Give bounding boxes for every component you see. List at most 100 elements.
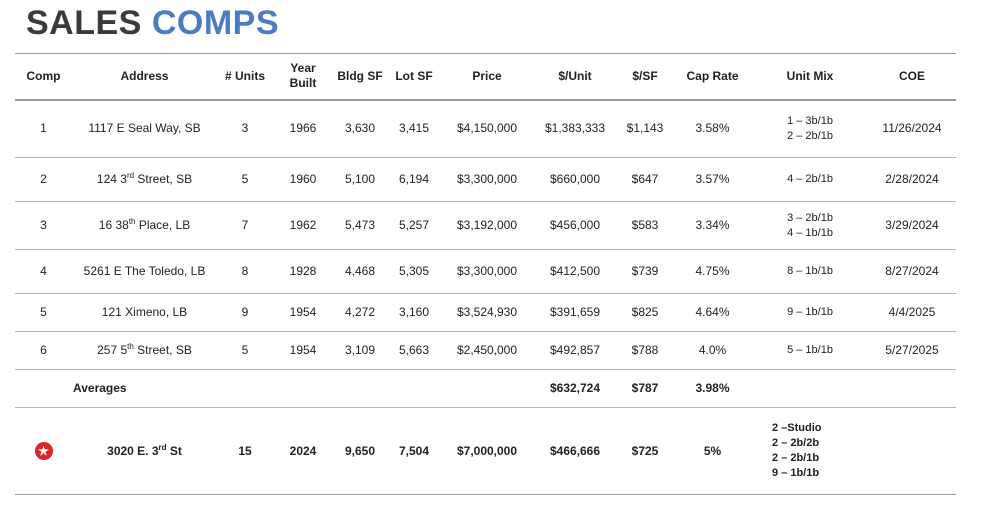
address-cell: 16 38th Place, LB [72,202,217,250]
units-cell: 7 [241,218,249,232]
bldg-sf-cell: 4,272 [344,305,376,319]
lot-sf-cell: 6,194 [398,172,430,186]
unit-mix-cell: 1 – 3b/1b 2 – 2b/1b [752,100,868,158]
empty-cell [868,408,956,495]
price-per-unit-cell: $492,857 [549,343,601,357]
year-built-cell: 2024 [289,443,317,458]
price-per-unit-cell: $660,000 [549,172,601,186]
table-row: 4 5261 E The Toledo, LB 8 1928 4,468 5,305 $3,… [15,250,956,294]
units-cell: 3 [241,121,249,136]
units-cell: 8 [241,264,249,278]
header-cell: Cap Rate [686,68,739,83]
comp-number-cell: 4 [40,264,47,278]
header-cell: Year Built [289,61,317,91]
price-per-unit-cell: $412,500 [549,264,601,278]
subject-property-row: ★ 3020 E. 3rd St 15 2024 9,650 7,504 $7,000,00… [15,408,956,495]
subject-marker-cell: ★ [15,408,72,495]
unit-mix-line: 4 – 2b/1b [787,173,833,185]
header-cell: Price [472,68,502,83]
coe-cell: 4/4/2025 [888,305,936,319]
unit-mix-line: 9 – 1b/1b [787,306,833,318]
cap-rate-cell: 4.64% [695,305,730,319]
lot-sf-cell: 3,160 [398,305,430,319]
address-suffix: St [166,443,182,458]
address-text: 124 3 [96,172,127,186]
bldg-sf-cell: 3,630 [344,121,376,136]
coe-cell: 2/28/2024 [885,172,939,186]
unit-mix-line: 9 – 1b/1b [772,467,820,479]
lot-sf-cell: 3,415 [398,121,430,136]
empty-cell [752,370,868,408]
table-row: 3 16 38th Place, LB 7 1962 5,473 5,257 $3,192,… [15,202,956,250]
star-icon: ★ [34,442,53,460]
header-cell: Comp [26,68,61,83]
header-cell: $/Unit [558,68,592,83]
units-cell: 5 [241,172,249,186]
unit-mix-cell: 5 – 1b/1b [752,332,868,370]
cap-rate-cell: 4.0% [698,343,727,357]
address-ordinal: th [128,217,136,226]
header-row: Comp Address # Units Year Built Bldg SF … [15,53,956,100]
price-per-unit-cell: $466,666 [549,443,601,458]
price-per-sf-cell: $739 [631,264,659,278]
coe-cell: 5/27/2025 [885,343,939,357]
cap-rate-cell: 5% [703,443,722,458]
bldg-sf-cell: 4,468 [344,264,376,278]
table-row: 1 1117 E Seal Way, SB 3 1966 3,630 3,415 $4,15… [15,100,956,158]
price-per-unit-cell: $456,000 [549,218,601,232]
year-built-cell: 1954 [289,343,317,357]
bldg-sf-cell: 9,650 [344,443,376,458]
price-per-unit-cell: $1,383,333 [544,121,606,136]
avg-cap-rate: 3.98% [695,381,730,395]
unit-mix-cell: 9 – 1b/1b [752,294,868,332]
address-suffix: Place, LB [135,218,191,232]
bldg-sf-cell: 3,109 [344,343,376,357]
address-ordinal: rd [158,442,167,452]
cap-rate-cell: 4.75% [695,264,730,278]
coe-cell: 8/27/2024 [885,264,939,278]
comp-number-cell: 6 [40,343,47,357]
comp-number-cell: 5 [40,305,47,319]
price-per-sf-cell: $583 [631,218,659,232]
empty-cell [387,370,441,408]
price-cell: $2,450,000 [456,343,518,357]
address-suffix: Street, SB [133,343,192,357]
empty-cell [333,370,387,408]
year-built-cell: 1962 [289,218,317,232]
unit-mix-line: 2 – 2b/1b [772,452,820,464]
coe-cell: 11/26/2024 [882,121,942,136]
bldg-sf-cell: 5,473 [344,218,376,232]
comp-number-cell: 2 [40,172,47,186]
units-cell: 5 [241,343,249,357]
year-built-cell: 1928 [289,264,317,278]
year-built-cell: 1966 [289,121,317,136]
table-row: 2 124 3rd Street, SB 5 1960 5,100 6,194 $3,300… [15,158,956,202]
unit-mix-line: 2 – 2b/2b [772,437,820,449]
unit-mix-line: 1 – 3b/1b [787,114,833,127]
price-cell: $3,192,000 [456,218,518,232]
lot-sf-cell: 7,504 [398,443,430,458]
empty-cell [273,370,333,408]
comp-number-cell: 3 [40,218,47,232]
comp-number-cell: 1 [40,121,47,136]
empty-cell [868,370,956,408]
title-word-1: SALES [26,4,142,42]
unit-mix-line: 2 –Studio [772,422,822,434]
address-cell: 121 Ximeno, LB [72,294,217,332]
unit-mix-cell: 2 –Studio 2 – 2b/2b 2 – 2b/1b 9 – 1b/1b [752,408,868,495]
address-ordinal: th [127,342,134,351]
header-cell: Address [120,68,169,83]
address-text: 3020 E. 3 [107,443,159,458]
unit-mix-line: 3 – 2b/1b [787,211,833,224]
header-cell: COE [898,68,925,83]
price-per-sf-cell: $1,143 [626,121,664,136]
lot-sf-cell: 5,305 [398,264,430,278]
price-cell: $3,524,930 [456,305,518,319]
price-per-sf-cell: $825 [631,305,659,319]
cap-rate-cell: 3.34% [695,218,730,232]
units-cell: 9 [241,305,249,319]
sales-comps-table: Comp Address # Units Year Built Bldg SF … [15,53,956,495]
address-cell: 1117 E Seal Way, SB [72,100,217,158]
unit-mix-cell: 3 – 2b/1b 4 – 1b/1b [752,202,868,250]
cap-rate-cell: 3.58% [695,121,730,136]
